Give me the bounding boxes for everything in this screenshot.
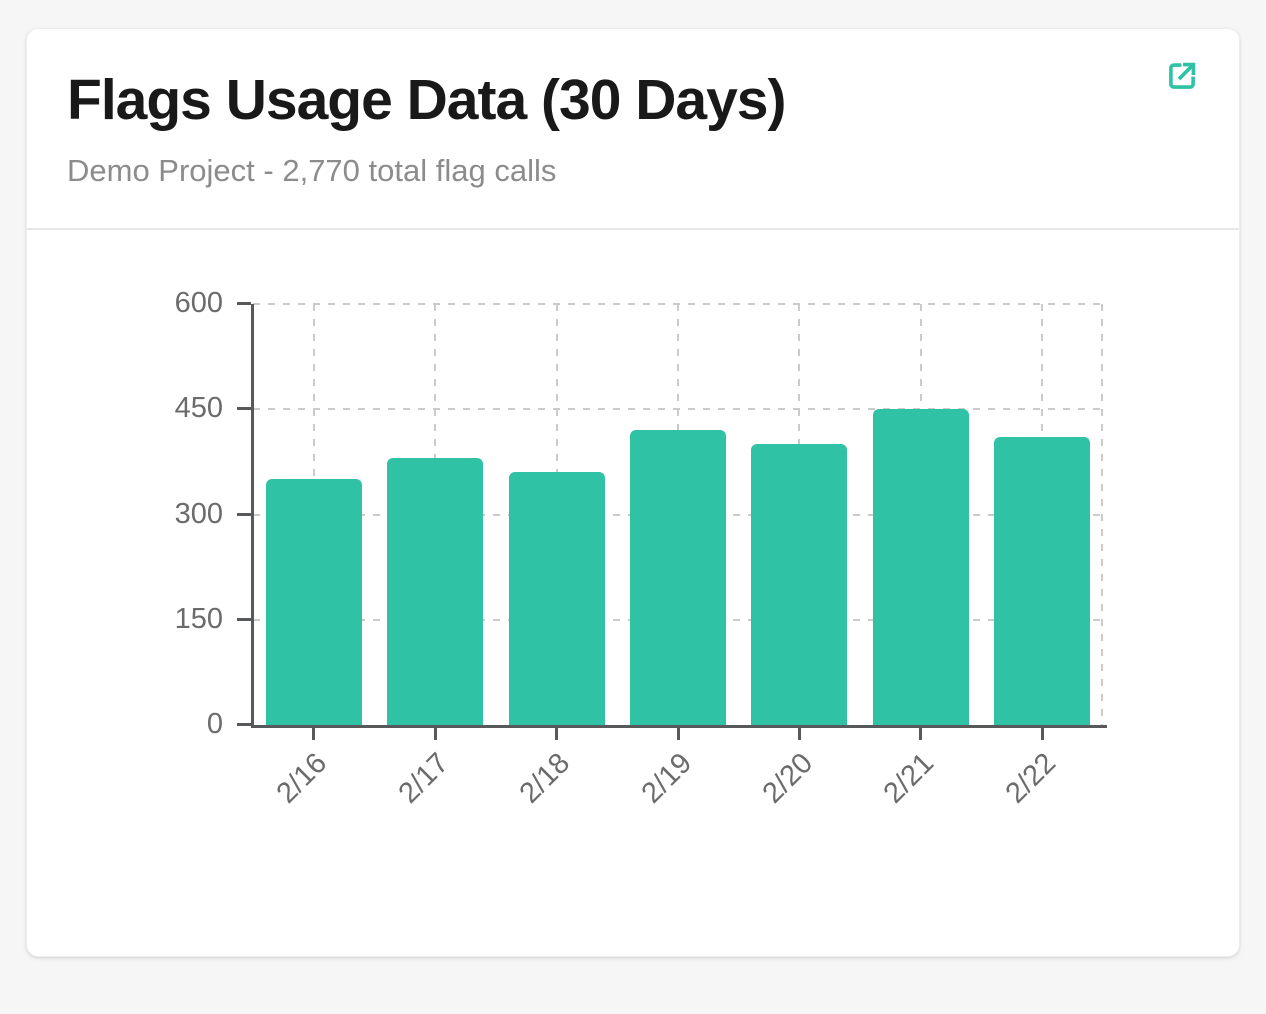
bar-2/21[interactable] — [872, 409, 969, 725]
x-tick-label-text: 2/22 — [999, 747, 1062, 810]
x-tick-2/19 — [676, 728, 680, 740]
bar-2/17[interactable] — [387, 458, 484, 725]
card-title: Flags Usage Data (30 Days) — [67, 68, 786, 132]
y-tick-label-150: 150 — [174, 602, 223, 635]
x-tick-2/18 — [555, 728, 559, 740]
bar-2/16[interactable] — [265, 479, 362, 725]
external-link-icon — [1169, 62, 1196, 89]
x-tick-label-text: 2/20 — [756, 747, 820, 810]
y-tick-600 — [237, 302, 251, 305]
x-tick-label-text: 2/21 — [877, 747, 941, 810]
y-tick-150 — [237, 617, 251, 621]
y-tick-label-300: 300 — [174, 497, 223, 530]
x-tick-label-text: 2/17 — [392, 747, 455, 810]
x-tick-2/21 — [919, 728, 923, 740]
y-tick-0 — [237, 723, 251, 726]
x-axis-line — [251, 725, 1107, 728]
plot-area: 0 150 300 450 600 2/16 2/17 2/18 2/19 2/20 2/21 2/2… — [175, 289, 1107, 810]
flags-usage-card: Flags Usage Data (30 Days) Demo Project … — [26, 28, 1240, 957]
bar-2/19[interactable] — [630, 430, 726, 725]
x-tick-label-text: 2/19 — [635, 747, 698, 810]
header-divider — [27, 228, 1239, 230]
card-header: Flags Usage Data (30 Days) Demo Project … — [27, 29, 1239, 228]
y-tick-label-450: 450 — [174, 392, 223, 425]
bar-2/22[interactable] — [994, 437, 1091, 725]
external-link-button[interactable] — [1161, 55, 1203, 97]
y-tick-label-0: 0 — [206, 708, 223, 740]
bar-2/20[interactable] — [751, 444, 848, 725]
x-tick-2/17 — [433, 728, 437, 740]
x-tick-label-text: 2/16 — [270, 747, 334, 810]
x-tick-label-text: 2/18 — [513, 747, 577, 810]
y-tick-label-600: 600 — [174, 287, 223, 319]
x-tick-2/20 — [797, 728, 801, 740]
plot-right-boundary — [1101, 304, 1103, 725]
y-axis-line — [251, 304, 254, 727]
bar-2/18[interactable] — [508, 472, 605, 725]
y-tick-450 — [237, 407, 251, 411]
x-tick-2/22 — [1040, 728, 1044, 740]
card-subtitle: Demo Project - 2,770 total flag calls — [67, 153, 557, 188]
usage-bar-chart: 0 150 300 450 600 2/16 2/17 2/18 2/19 2/20 2/21 2/2… — [27, 230, 1239, 958]
x-tick-2/16 — [312, 728, 316, 740]
y-tick-300 — [237, 512, 251, 516]
